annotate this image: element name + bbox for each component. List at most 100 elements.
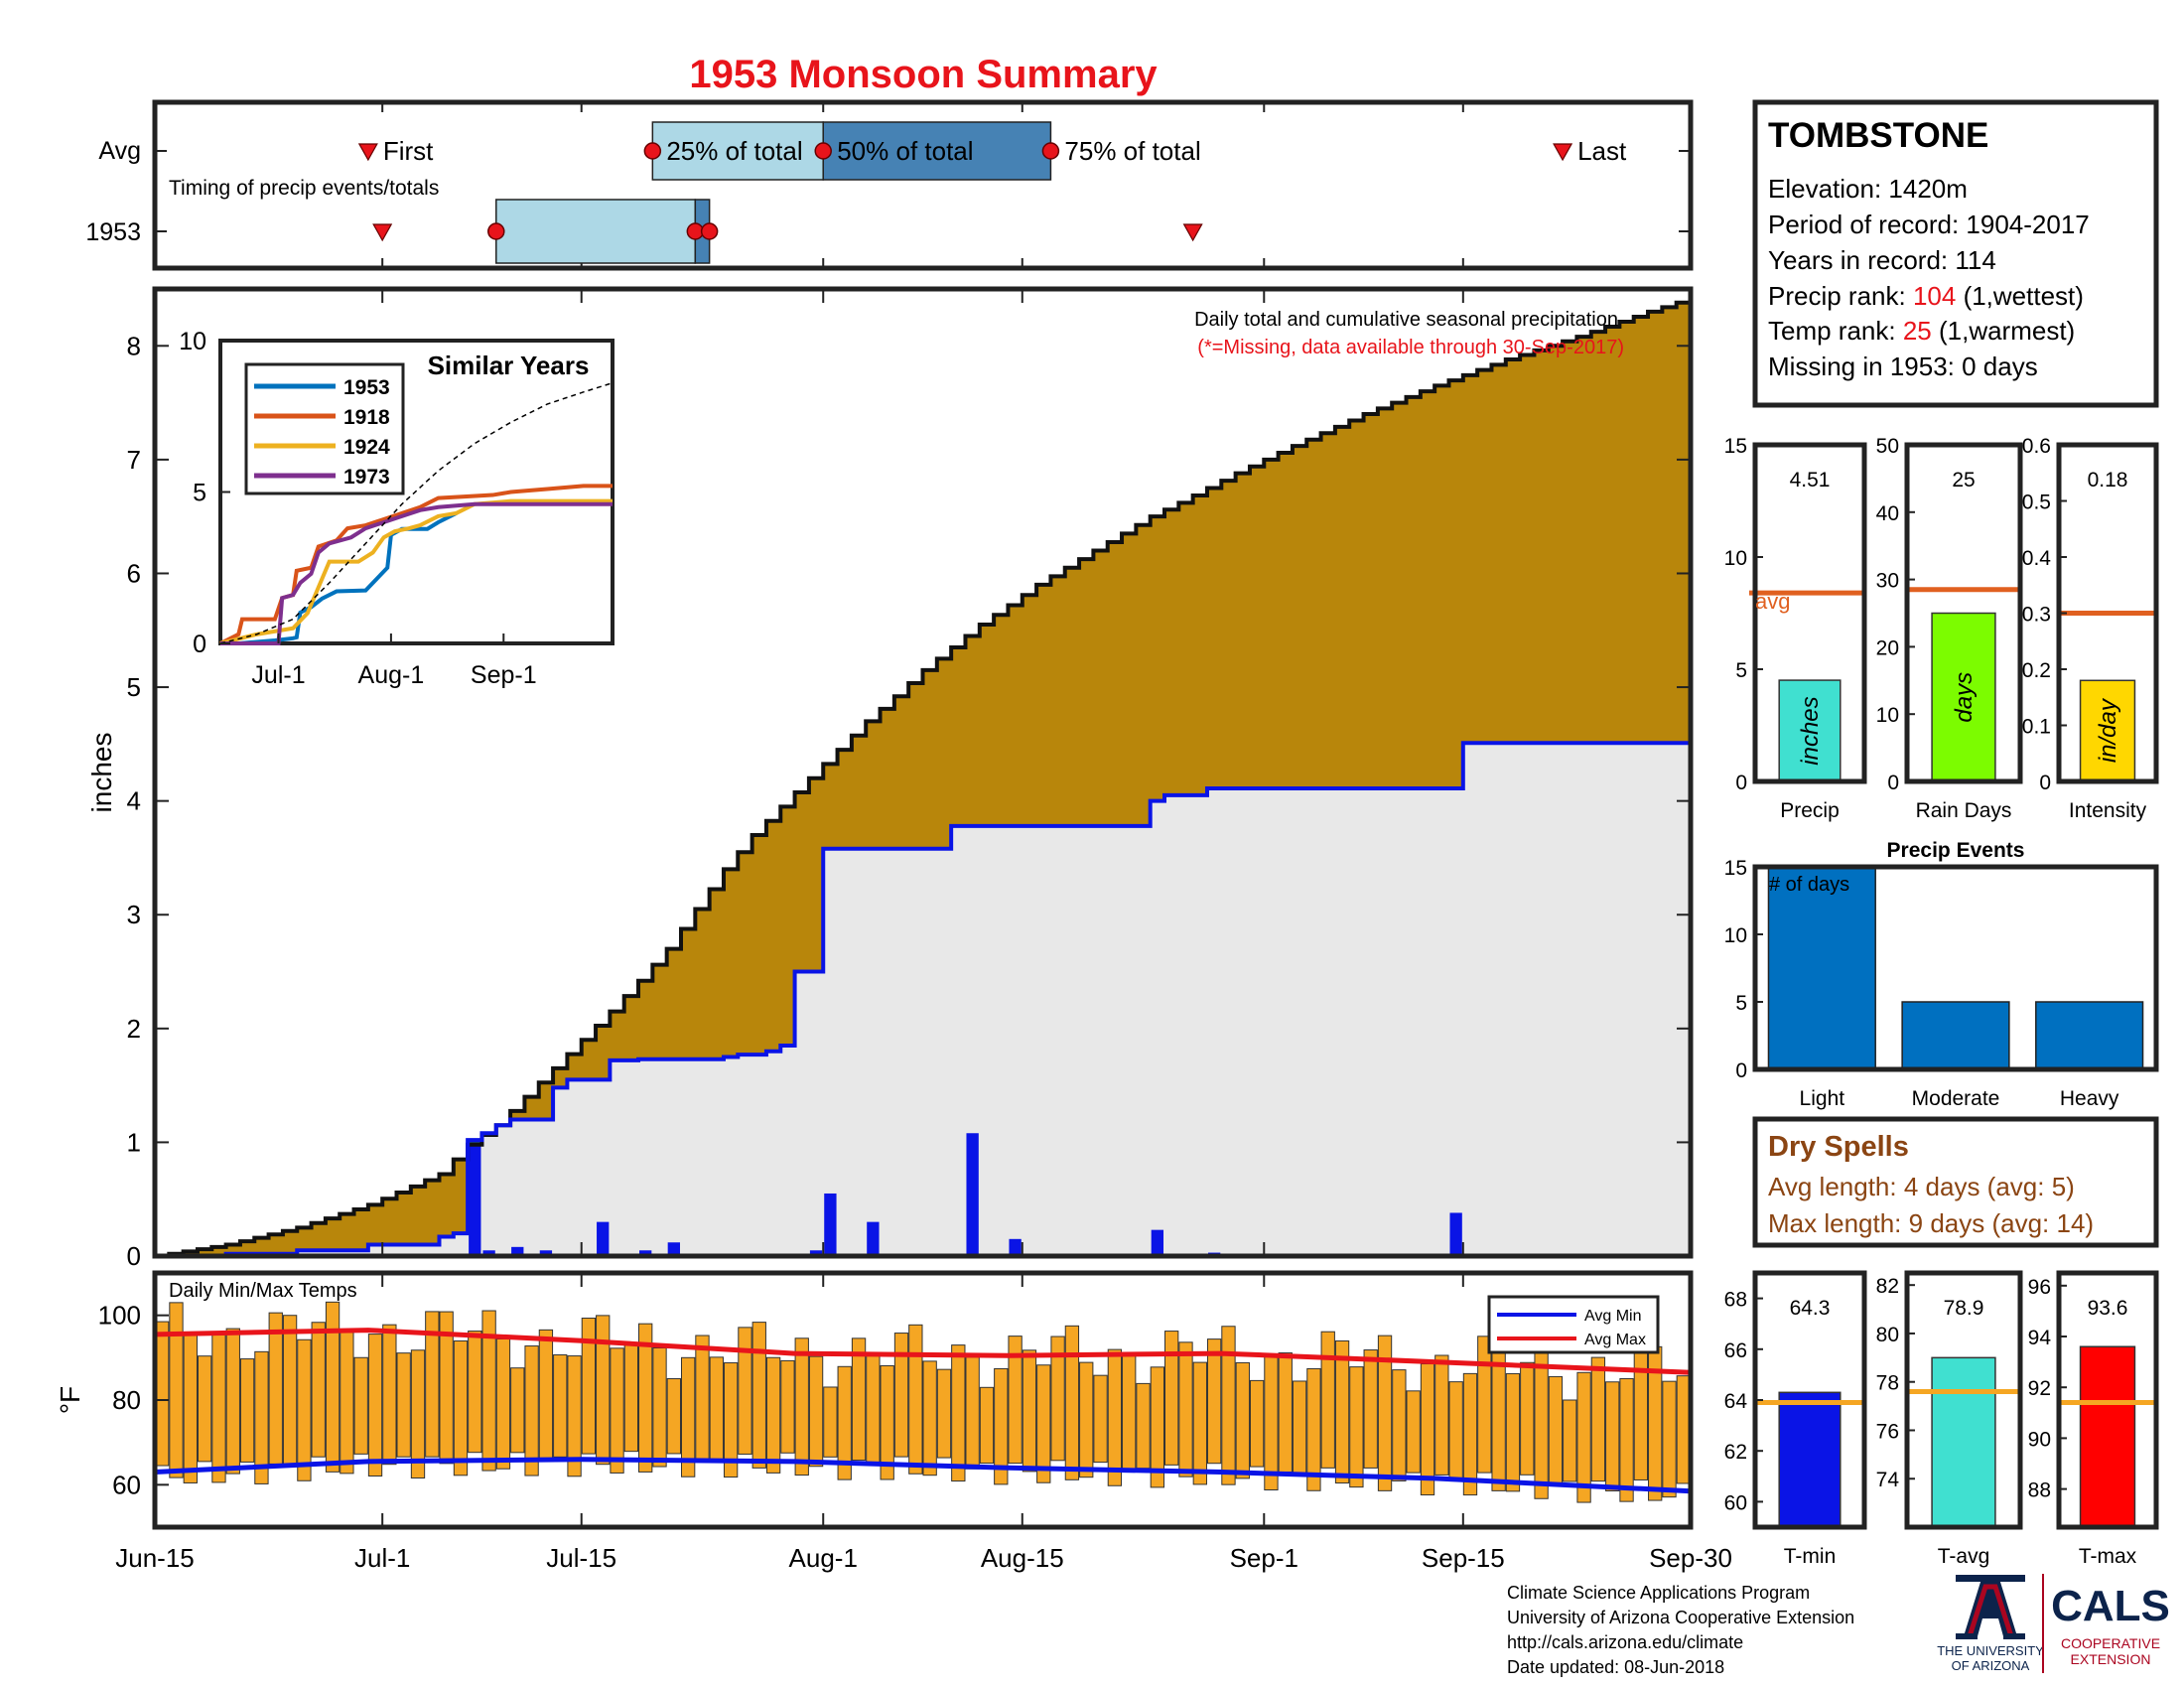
x-tick-label: Jun-15 (115, 1543, 195, 1573)
stat-y-tick-label: 60 (1724, 1491, 1747, 1514)
daily-temp-bar (1619, 1377, 1634, 1502)
daily-temp-bar (994, 1367, 1009, 1485)
event-category-label: Light (1800, 1087, 1845, 1110)
stat-y-tick-label: 78 (1876, 1372, 1899, 1395)
stat-y-tick-label: 5 (1735, 659, 1747, 682)
stat-value: 93.6 (2088, 1297, 2128, 1320)
daily-temp-bar (680, 1356, 696, 1477)
p75-label: 75% of total (1064, 136, 1200, 166)
daily-temp-bar (211, 1332, 226, 1483)
precip-panel-title: Daily total and cumulative seasonal prec… (1194, 309, 1618, 331)
temp-y-tick-label: 60 (112, 1470, 141, 1499)
inset-y-tick-label: 5 (193, 480, 206, 507)
event-bar-moderate (1901, 1001, 2010, 1070)
daily-temp-bar (254, 1350, 269, 1484)
series-line-1924 (219, 498, 613, 645)
daily-temp-bar (297, 1338, 312, 1481)
daily-temp-bar (1278, 1352, 1293, 1474)
y-tick-label: 4 (127, 786, 141, 816)
daily-temp-bar (922, 1360, 937, 1477)
daily-temp-bar (765, 1356, 781, 1474)
daily-temp-bar (979, 1386, 995, 1465)
daily-temp-bar (510, 1367, 525, 1454)
daily-temp-bar (1050, 1336, 1065, 1462)
plot-frame (152, 286, 1694, 1259)
legend-label: Avg Max (1584, 1332, 1646, 1348)
daily-temp-bar (481, 1310, 496, 1472)
daily-temp-bar (268, 1312, 283, 1465)
stat-y-tick-label: 82 (1876, 1275, 1899, 1298)
stat-label: T-min (1784, 1545, 1837, 1568)
university-logo: THE UNIVERSITY OF ARIZONA CALS COOPERATI… (1937, 1574, 2170, 1673)
daily-temp-bar (282, 1315, 298, 1468)
daily-temp-bar (325, 1301, 341, 1473)
daily-temp-bar (1576, 1371, 1591, 1503)
x-tick-label: Jul-15 (546, 1543, 616, 1573)
daily-temp-bar (610, 1347, 624, 1474)
dry-spells-title: Dry Spells (1768, 1131, 1909, 1163)
daily-temp-bar (567, 1355, 582, 1477)
temp-panel-title: Daily Min/Max Temps (169, 1280, 357, 1302)
daily-temp-bar (666, 1378, 681, 1455)
daily-temp-bar (311, 1322, 326, 1458)
daily-temp-bar (709, 1356, 724, 1461)
stat-value: 4.51 (1790, 469, 1831, 492)
series-line-1918 (219, 484, 613, 645)
stat-value: 78.9 (1944, 1297, 1984, 1320)
daily-temp-bar (453, 1339, 469, 1477)
daily-temp-bar (468, 1331, 482, 1454)
daily-temp-bar (1605, 1381, 1620, 1491)
daily-precip-bar (667, 1242, 680, 1256)
daily-temp-bar (382, 1324, 397, 1466)
footer-line: University of Arizona Cooperative Extens… (1507, 1608, 1854, 1627)
daily-temp-bar (1420, 1363, 1435, 1496)
stat-panel-frame (2056, 1270, 2159, 1530)
year-cumulative-area (155, 743, 1691, 1256)
daily-temp-bar (439, 1311, 454, 1465)
daily-temp-bar (553, 1354, 568, 1458)
y-tick-label: 1 (127, 1127, 141, 1157)
daily-precip-bar (511, 1246, 524, 1256)
cals-text: EXTENSION (2071, 1651, 2151, 1667)
average-dashed-line (219, 381, 614, 644)
y-tick-label: 3 (127, 900, 141, 929)
timing-panel: Avg 1953 Timing of precip events/totals Fir… (85, 99, 1694, 271)
avg-50-75-box (822, 121, 1052, 181)
daily-temp-bar (1563, 1399, 1577, 1482)
x-tick-label: Sep-30 (1649, 1543, 1732, 1573)
daily-precip-bar (597, 1221, 610, 1256)
stat-y-tick-label: 80 (1876, 1324, 1899, 1346)
daily-temp-bar (1633, 1341, 1649, 1480)
stat-bar-t-min (1778, 1391, 1842, 1528)
avg-min-line (154, 1457, 1692, 1494)
stat-bar-precip (1778, 679, 1842, 782)
dry-spells-avg: Avg length: 4 days (avg: 5) (1768, 1172, 2075, 1201)
daily-precip-bar (1449, 1212, 1462, 1256)
daily-precip-bar (966, 1133, 979, 1256)
daily-temp-bar (1406, 1390, 1421, 1474)
inset-x-tick-label: Aug-1 (358, 661, 425, 689)
daily-temp-bar (880, 1364, 894, 1480)
daily-temp-bar (596, 1315, 611, 1466)
p50-label: 50% of total (837, 136, 973, 166)
ua-text: THE UNIVERSITY (1937, 1643, 2044, 1658)
daily-temp-bar (823, 1386, 838, 1458)
daily-temp-bar (1122, 1353, 1137, 1472)
daily-temp-bar (1662, 1380, 1677, 1498)
daily-temp-bar (866, 1355, 881, 1466)
inset-title: Similar Years (428, 351, 590, 380)
stat-value: 0.18 (2088, 469, 2128, 492)
stat-y-tick-label: 88 (2028, 1479, 2051, 1502)
stat-y-tick-label: 10 (1724, 547, 1747, 570)
stat-y-tick-label: 92 (2028, 1377, 2051, 1400)
daily-temp-bar (1349, 1366, 1364, 1488)
year-p75-marker (700, 222, 719, 240)
stat-y-tick-label: 68 (1724, 1289, 1747, 1312)
stat-y-tick-label: 62 (1724, 1441, 1747, 1464)
stat-label: Intensity (2069, 799, 2147, 822)
stat-y-tick-label: 40 (1876, 502, 1899, 525)
y-tick-label: 0 (127, 1241, 141, 1271)
stat-label: Rain Days (1916, 799, 2012, 822)
daily-temp-bar (1221, 1326, 1236, 1485)
daily-temp-bar (1164, 1331, 1179, 1466)
